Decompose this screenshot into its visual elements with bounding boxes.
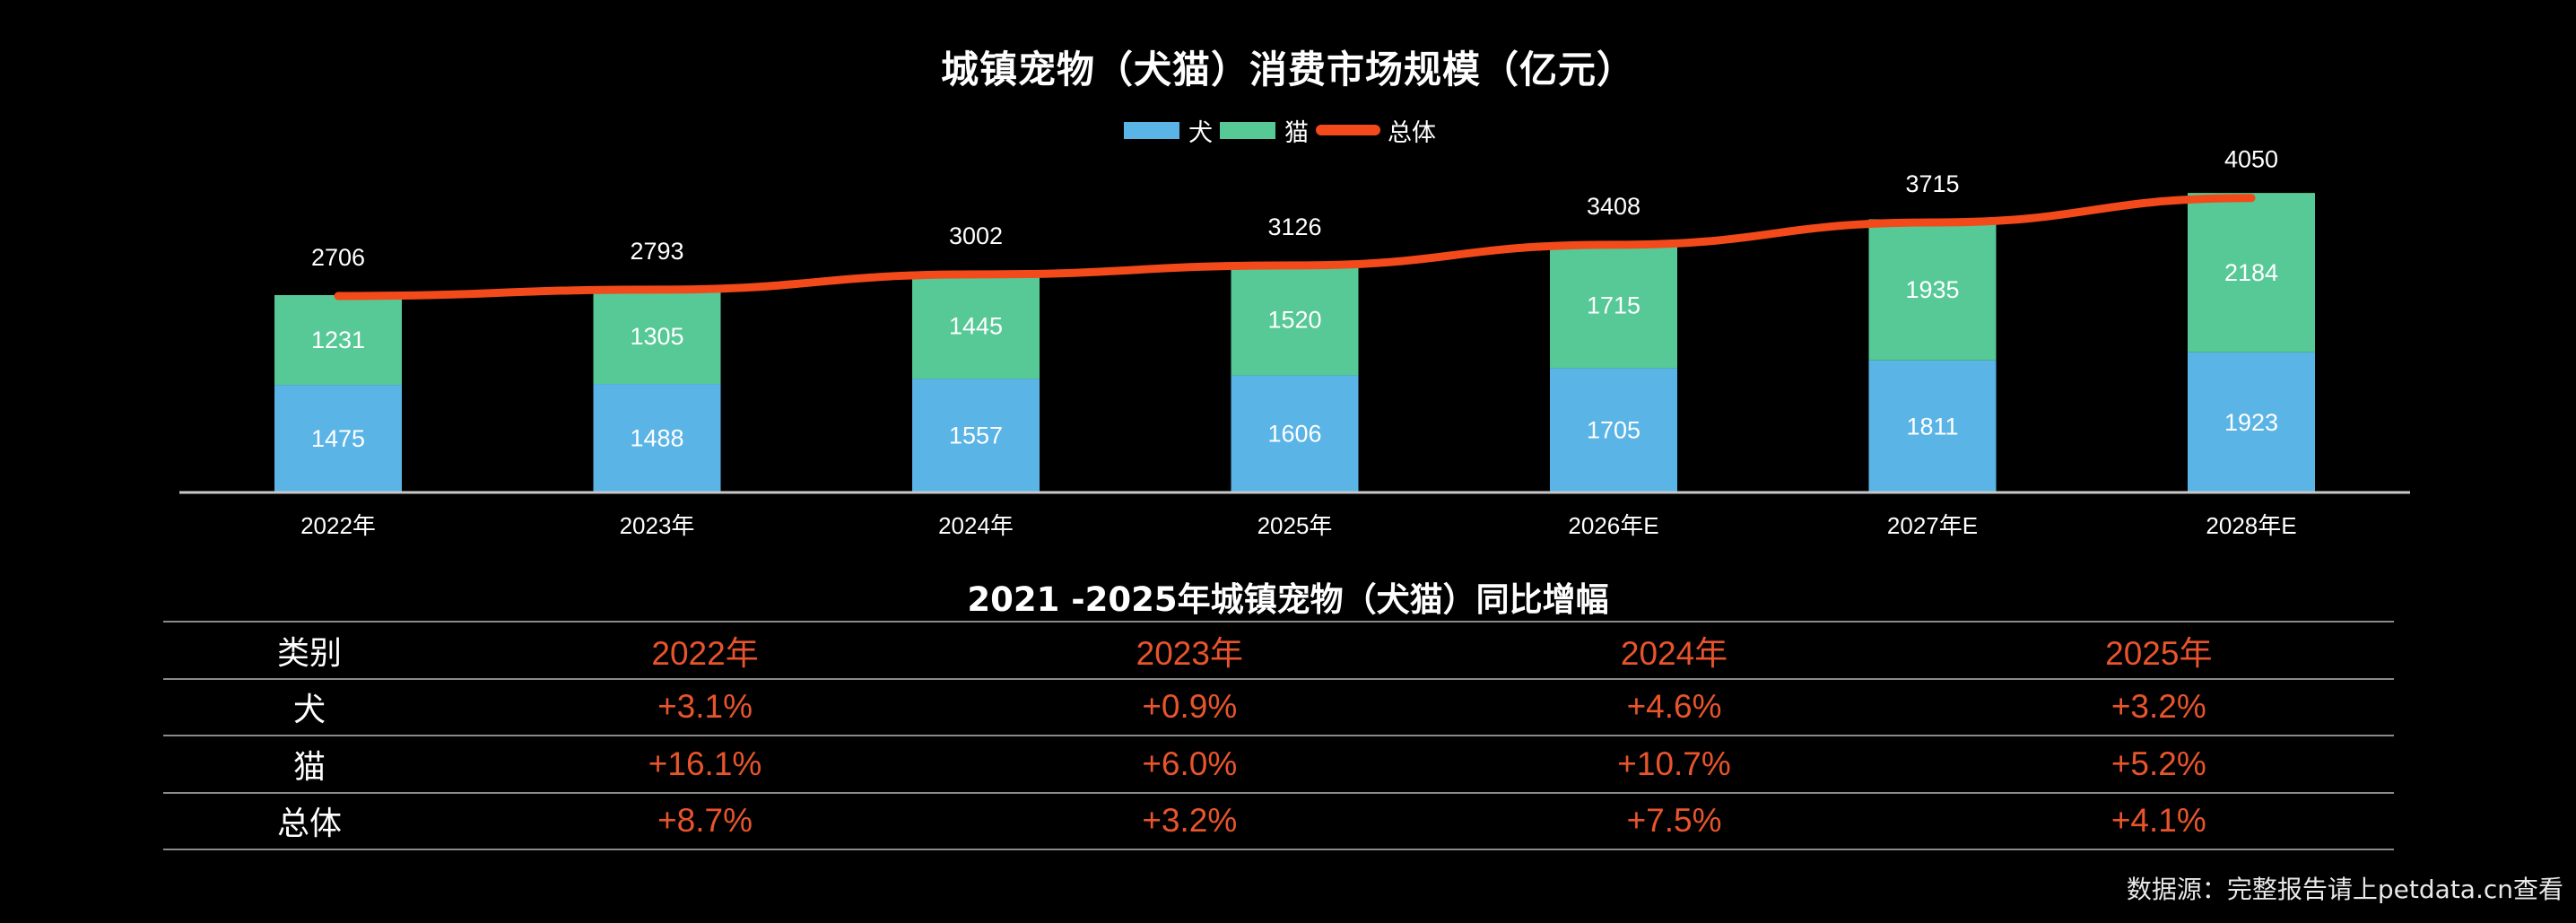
data-label-cat: 2184	[2224, 259, 2278, 286]
table-category-cell: 类别	[163, 621, 456, 680]
table-value-cell: +4.6%	[1424, 677, 1924, 736]
x-tick-label: 2027年E	[1887, 512, 1978, 539]
x-tick-label: 2024年	[938, 512, 1014, 539]
data-label-cat: 1445	[949, 313, 1003, 340]
data-label-cat: 1520	[1267, 307, 1321, 334]
data-label-total: 3408	[1587, 193, 1640, 220]
data-label-total: 3715	[1905, 170, 1959, 197]
data-label-cat: 1305	[630, 323, 683, 350]
table-value-cell: +3.1%	[456, 677, 955, 736]
table-year-header: 2025年	[1923, 621, 2394, 680]
data-label-dog: 1923	[2224, 409, 2278, 436]
table-value-cell: +0.9%	[954, 677, 1425, 736]
table-row: 犬 +3.1% +0.9% +4.6% +3.2%	[163, 677, 2394, 736]
table-category-cell: 犬	[163, 677, 456, 736]
data-label-total: 2706	[311, 244, 365, 271]
legend-swatch-dog	[1124, 121, 1179, 139]
data-source-note: 数据源：完整报告请上petdata.cn查看	[2126, 875, 2563, 904]
bars-group	[274, 193, 2315, 492]
legend-swatch-cat	[1220, 121, 1275, 139]
data-label-cat: 1935	[1905, 276, 1959, 303]
bar-cat	[274, 295, 402, 386]
x-tick-label: 2025年	[1258, 512, 1333, 539]
table-value-cell: +5.2%	[1923, 735, 2394, 794]
bar-cat	[1550, 242, 1677, 369]
data-label-dog: 1811	[1906, 413, 1958, 440]
legend-label-cat: 猫	[1284, 118, 1309, 147]
bar-dog	[1868, 360, 1997, 492]
bar-dog	[274, 385, 402, 492]
table-row: 总体 +8.7% +3.2% +7.5% +4.1%	[163, 791, 2394, 850]
table-title: 2021 -2025年城镇宠物（犬猫）同比增幅	[967, 580, 1609, 619]
data-label-dog: 1705	[1587, 417, 1640, 444]
data-label-total: 3126	[1267, 213, 1321, 240]
table-year-header: 2024年	[1424, 621, 1924, 680]
data-label-total: 4050	[2224, 146, 2278, 173]
line-total	[334, 194, 2256, 300]
legend-line-total	[1316, 125, 1380, 135]
bar-dog	[1231, 375, 1359, 492]
legend-label-total: 总体	[1388, 118, 1436, 147]
bar-dog	[2188, 352, 2315, 492]
data-label-dog: 1488	[630, 425, 683, 452]
growth-table: 类别 2022年 2023年 2024年 2025年犬 +3.1% +0.9% +4.6% +3…	[163, 621, 2394, 850]
legend-label-dog: 犬	[1188, 118, 1213, 147]
bar-cat	[593, 288, 721, 385]
data-label-dog: 1606	[1267, 421, 1321, 448]
table-year-header: 2022年	[456, 621, 955, 680]
table-category-cell: 总体	[163, 791, 456, 850]
data-label-total: 2793	[630, 238, 683, 265]
data-label-dog: 1557	[949, 422, 1003, 449]
table-value-cell: +16.1%	[456, 735, 955, 794]
table-value-cell: +10.7%	[1424, 735, 1924, 794]
table-value-cell: +4.1%	[1923, 791, 2394, 850]
labels-group: 1475 1231 2706 2022年 1488 1305 2793 2023年 1557 14…	[300, 146, 2297, 539]
total-line-group	[334, 194, 2256, 300]
bar-cat	[1231, 264, 1359, 376]
table-row: 猫 +16.1% +6.0% +10.7% +5.2%	[163, 735, 2394, 794]
x-tick-label: 2023年	[620, 512, 695, 539]
table-value-cell: +7.5%	[1424, 791, 1924, 850]
bar-cat	[2188, 193, 2315, 353]
bar-dog	[593, 384, 721, 492]
bar-dog	[1550, 368, 1677, 492]
table-value-cell: +3.2%	[1923, 677, 2394, 736]
bar-cat	[1868, 219, 1997, 361]
data-label-total: 3002	[949, 222, 1003, 249]
x-tick-label: 2022年	[300, 512, 376, 539]
x-tick-label: 2026年E	[1568, 512, 1658, 539]
chart-title: 城镇宠物（犬猫）消费市场规模（亿元）	[940, 48, 1635, 91]
x-tick-label: 2028年E	[2206, 512, 2296, 539]
table-value-cell: +8.7%	[456, 791, 955, 850]
table-header-row: 类别 2022年 2023年 2024年 2025年	[163, 621, 2394, 680]
data-label-cat: 1231	[311, 327, 365, 353]
data-label-dog: 1475	[311, 425, 365, 452]
table-value-cell: +3.2%	[954, 791, 1425, 850]
bar-dog	[912, 379, 1040, 492]
bar-cat	[912, 273, 1040, 379]
table-category-cell: 猫	[163, 735, 456, 794]
table-year-header: 2023年	[954, 621, 1425, 680]
table-value-cell: +6.0%	[954, 735, 1425, 794]
stacked-bar-chart: 1475 1231 2706 2022年 1488 1305 2793 2023年 1557 14…	[179, 146, 2410, 539]
data-label-cat: 1715	[1587, 292, 1640, 319]
chart-legend: 犬 猫 总体	[1124, 115, 1443, 147]
